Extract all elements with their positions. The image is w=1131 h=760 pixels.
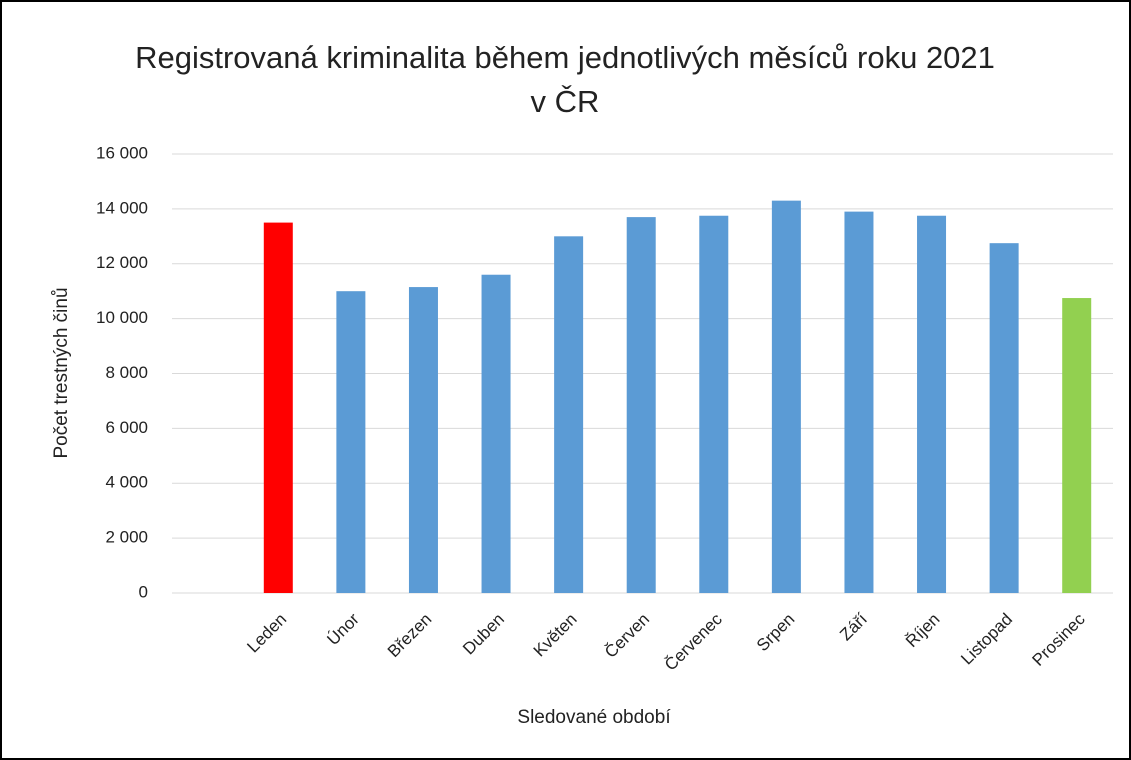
y-tick-label: 6 000 bbox=[105, 418, 148, 437]
y-tick-label: 0 bbox=[139, 582, 148, 601]
y-tick-label: 16 000 bbox=[96, 143, 148, 162]
y-tick-label: 4 000 bbox=[105, 473, 148, 492]
bar bbox=[844, 211, 874, 593]
y-tick-label: 2 000 bbox=[105, 528, 148, 547]
bar bbox=[263, 222, 293, 593]
bar bbox=[1062, 298, 1092, 593]
bar bbox=[626, 217, 656, 593]
y-tick-label: 8 000 bbox=[105, 363, 148, 382]
chart-title: Registrovaná kriminalita během jednotliv… bbox=[135, 40, 995, 119]
y-axis-title: Počet trestných činů bbox=[51, 287, 72, 458]
bar bbox=[481, 274, 511, 593]
x-axis-title: Sledované období bbox=[517, 707, 671, 728]
bar bbox=[989, 243, 1019, 593]
y-tick-label: 12 000 bbox=[96, 253, 148, 272]
bar bbox=[336, 291, 366, 593]
y-tick-label: 10 000 bbox=[96, 308, 148, 327]
bar bbox=[408, 287, 438, 593]
bar bbox=[917, 215, 947, 593]
bar bbox=[771, 200, 801, 594]
y-tick-label: 14 000 bbox=[96, 198, 148, 217]
bar bbox=[554, 236, 584, 593]
bar bbox=[699, 215, 729, 593]
